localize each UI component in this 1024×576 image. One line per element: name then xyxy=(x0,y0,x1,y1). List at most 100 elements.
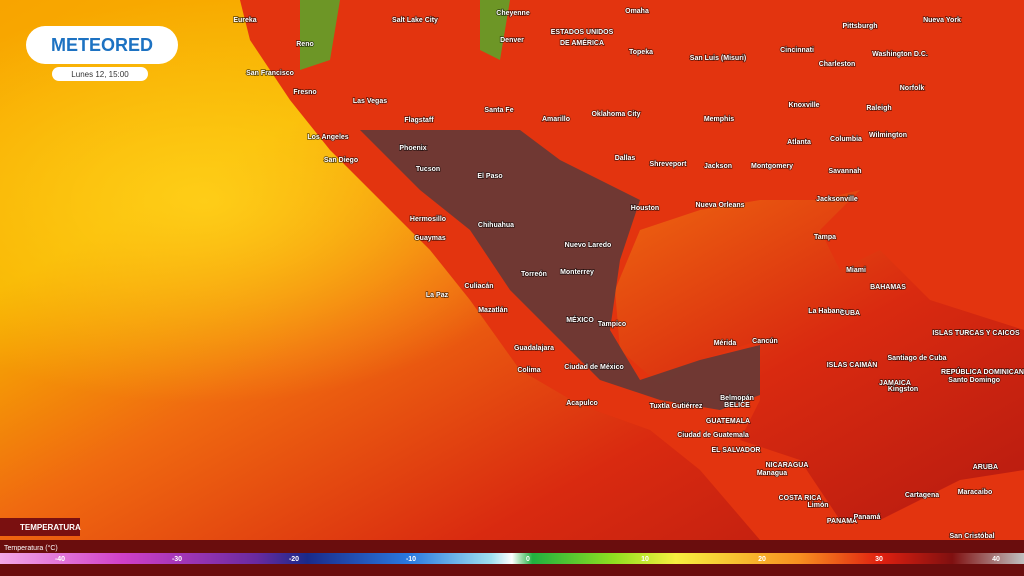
city-label: NICARAGUA xyxy=(766,462,809,469)
city-label: REPÚBLICA DOMINICANA xyxy=(941,367,1024,376)
color-scale xyxy=(0,553,1024,564)
city-label: Flagstaff xyxy=(404,117,434,124)
legend-title: Temperatura (°C) xyxy=(4,544,58,552)
city-label: Maracaibo xyxy=(958,489,993,496)
city-label: GUATEMALA xyxy=(706,418,750,425)
city-label: San Cristóbal xyxy=(949,533,994,540)
city-label: Mérida xyxy=(714,340,737,347)
city-label: Belmopán xyxy=(720,395,754,402)
city-label: Knoxville xyxy=(788,102,819,109)
legend-tick-label: 40 xyxy=(992,556,1000,563)
city-label: Columbia xyxy=(830,136,862,143)
city-label: EL SALVADOR xyxy=(711,447,760,454)
city-label: Mazatlán xyxy=(478,307,508,314)
city-label: BAHAMAS xyxy=(870,284,906,291)
city-label: Atlanta xyxy=(787,139,811,146)
city-label: Hermosillo xyxy=(410,216,446,223)
city-label: Memphis xyxy=(704,116,734,123)
legend-tick-label: 30 xyxy=(875,556,883,563)
city-label: Shreveport xyxy=(650,161,688,168)
city-label: Pittsburgh xyxy=(843,23,878,30)
city-label: Nueva York xyxy=(923,17,961,24)
timestamp-pill xyxy=(52,67,148,81)
city-label: Topeka xyxy=(629,49,653,56)
city-label: Panamá xyxy=(854,514,881,521)
city-label: Cheyenne xyxy=(496,10,530,17)
city-label: Washington D.C. xyxy=(872,51,928,58)
city-label: Jacksonville xyxy=(816,196,858,203)
city-label: Savannah xyxy=(828,168,861,175)
city-label: El Paso xyxy=(477,173,502,180)
city-label: Oklahoma City xyxy=(591,111,640,118)
cool-highlands xyxy=(300,0,510,70)
legend-tick-label: -20 xyxy=(289,556,299,563)
city-label: Charleston xyxy=(819,61,856,68)
city-label: Guaymas xyxy=(414,235,446,242)
city-label: Tampico xyxy=(598,321,626,328)
city-label: Salt Lake City xyxy=(392,17,438,24)
city-label: Ciudad de Guatemala xyxy=(677,432,749,439)
city-label: San Luis (Misuri) xyxy=(690,55,746,62)
city-label: Cincinnati xyxy=(780,47,814,54)
city-label: San Diego xyxy=(324,157,358,164)
city-label: MÉXICO xyxy=(566,315,594,324)
city-label: Nueva Orleans xyxy=(695,202,744,209)
city-label: Eureka xyxy=(233,17,256,24)
city-label: ISLAS CAIMÁN xyxy=(827,360,878,369)
city-label: La Paz xyxy=(426,292,449,299)
legend-tick-label: 0 xyxy=(526,556,530,563)
city-label: Dallas xyxy=(615,155,636,162)
city-label: Managua xyxy=(757,470,787,477)
city-label: Chihuahua xyxy=(478,222,514,229)
city-label: Fresno xyxy=(293,89,316,96)
city-label: Montgomery xyxy=(751,163,793,170)
city-label: Santa Fe xyxy=(484,107,513,114)
legend-tick-label: 10 xyxy=(641,556,649,563)
city-label: Acapulco xyxy=(566,400,598,407)
legend-tick-label: -10 xyxy=(406,556,416,563)
city-label: Tucson xyxy=(416,166,440,173)
city-label: PANAMÁ xyxy=(827,516,857,525)
logo: METEORED Lunes 12, 15:00 xyxy=(26,26,178,81)
city-label: Phoenix xyxy=(399,145,426,152)
city-label: JAMAICA xyxy=(879,380,911,387)
city-label: Omaha xyxy=(625,8,649,15)
city-label: Guadalajara xyxy=(514,345,554,352)
city-label: Cancún xyxy=(752,338,778,345)
city-label: Cartagena xyxy=(905,492,939,499)
dark-land xyxy=(360,130,760,410)
city-label: ISLAS TURCAS Y CAICOS xyxy=(932,330,1020,337)
city-label: Santiago de Cuba xyxy=(887,355,946,362)
city-label: San Francisco xyxy=(246,70,294,77)
legend-tick-label: -40 xyxy=(55,556,65,563)
city-label: Los Angeles xyxy=(307,134,348,141)
city-label: Tuxtla Gutiérrez xyxy=(650,403,703,410)
city-label: Nuevo Laredo xyxy=(565,242,612,249)
city-label: Reno xyxy=(296,41,314,48)
city-label: CUBA xyxy=(840,310,860,317)
timestamp: Lunes 12, 15:00 xyxy=(71,70,129,79)
legend-tick-label: -30 xyxy=(172,556,182,563)
layer-badge xyxy=(0,518,80,536)
city-label: Houston xyxy=(631,205,659,212)
city-label: Amarillo xyxy=(542,116,570,123)
city-label: Wilmington xyxy=(869,132,907,139)
city-label: Colima xyxy=(517,367,540,374)
city-label: Raleigh xyxy=(866,105,891,112)
city-label: ESTADOS UNIDOS xyxy=(551,29,614,36)
city-label: La Habana xyxy=(808,308,844,315)
city-label: Tampa xyxy=(814,234,836,241)
city-label: Limón xyxy=(808,502,829,509)
layer-label: TEMPERATURA xyxy=(20,523,81,532)
city-label: Norfolk xyxy=(900,85,925,92)
city-label: DE AMÉRICA xyxy=(560,38,604,47)
city-label: Miami xyxy=(846,267,866,274)
city-label: ARUBA xyxy=(973,464,998,471)
city-label: Denver xyxy=(500,37,524,44)
logo-pill xyxy=(26,26,178,64)
city-label: COSTA RICA xyxy=(779,495,822,502)
city-label: Kingston xyxy=(888,386,918,393)
city-label: Jackson xyxy=(704,163,732,170)
